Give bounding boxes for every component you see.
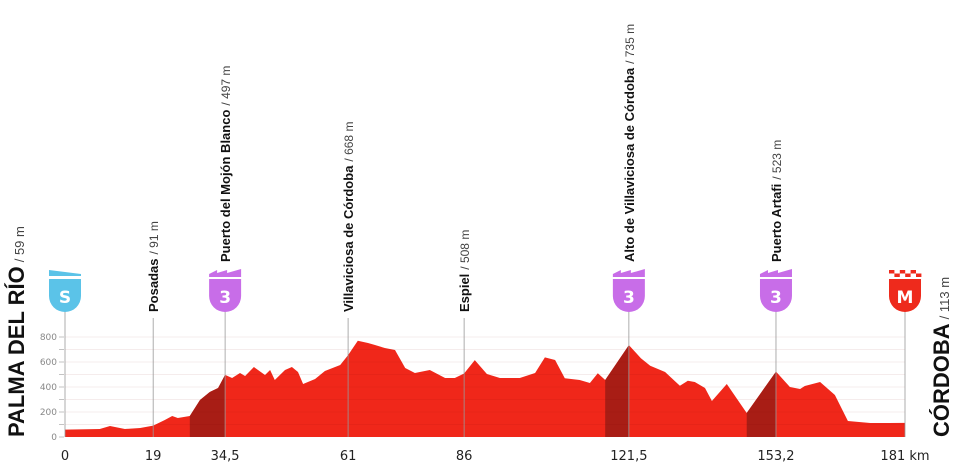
badge-label: M <box>897 288 914 308</box>
climb-segment <box>605 345 629 437</box>
start-badge-icon: S <box>49 270 81 312</box>
finish-town: CÓRDOBA / 113 m <box>929 277 954 437</box>
flag-icon <box>49 270 81 276</box>
badge-shield <box>759 279 792 312</box>
point-label: Alto de Villaviciosa de Córdoba / 735 m <box>622 24 637 262</box>
mountain-icon <box>209 269 242 277</box>
badge-shield <box>612 279 645 312</box>
point-name: Villaviciosa de Córdoba <box>341 165 356 312</box>
point-name: Puerto Artafi <box>769 184 784 262</box>
x-tick-label: 19 <box>145 449 162 464</box>
point-name: Espiel <box>457 274 472 312</box>
y-tick-label: 0 <box>51 433 57 443</box>
start-town-name: PALMA DEL RÍO <box>4 266 29 437</box>
point-altitude: / 91 m <box>147 221 161 254</box>
checkered-flag-icon <box>899 270 906 274</box>
badge-label: S <box>59 288 71 308</box>
point-label: Villaviciosa de Córdoba / 668 m <box>341 122 356 312</box>
y-tick-label: 400 <box>40 383 57 393</box>
x-tick-label: 153,2 <box>757 449 794 464</box>
badge-shield <box>889 279 921 312</box>
x-tick-label: 0 <box>61 449 69 464</box>
x-tick-label: 86 <box>456 449 473 464</box>
climb-badge-icon: 3 <box>209 269 242 312</box>
climb-badge-icon: 3 <box>759 269 792 312</box>
point-altitude: / 508 m <box>458 230 472 270</box>
climb-segment <box>189 374 226 437</box>
y-tick-label: 200 <box>40 408 57 418</box>
finish-town-altitude: / 113 m <box>937 277 952 319</box>
start-town-altitude: / 59 m <box>12 226 27 262</box>
point-label: Puerto Artafi / 523 m <box>769 140 784 262</box>
finish-town-name: CÓRDOBA <box>929 323 954 437</box>
point-name: Puerto del Mojón Blanco <box>218 110 233 262</box>
point-altitude: / 497 m <box>219 66 233 106</box>
point-altitude: / 523 m <box>770 140 784 180</box>
point-label: Posadas / 91 m <box>146 221 161 312</box>
finish-badge-icon: M <box>889 270 922 312</box>
point-name: Posadas <box>146 259 161 312</box>
checkered-flag-icon <box>894 273 900 277</box>
checkered-flag-icon <box>889 270 895 274</box>
mountain-icon <box>759 269 792 277</box>
badge-label: 3 <box>219 288 231 308</box>
point-label: Puerto del Mojón Blanco / 497 m <box>218 66 233 262</box>
y-tick-label: 600 <box>40 358 57 368</box>
x-tick-label: 121,5 <box>610 449 647 464</box>
y-tick-label: 800 <box>40 333 57 343</box>
badge-shield <box>209 279 242 312</box>
x-tick-label: 181 km <box>880 449 929 464</box>
point-altitude: / 668 m <box>342 122 356 162</box>
x-tick-label: 34,5 <box>211 449 240 464</box>
point-label: Espiel / 508 m <box>457 230 472 312</box>
badge-shield <box>49 279 81 312</box>
point-altitude: / 735 m <box>623 24 637 64</box>
badge-label: 3 <box>623 288 635 308</box>
x-tick-label: 61 <box>340 449 357 464</box>
climb-badge-icon: 3 <box>612 269 645 312</box>
mountain-icon <box>612 269 645 277</box>
profile-area <box>65 340 905 437</box>
climb-segment <box>746 371 776 437</box>
checkered-flag-icon <box>905 273 911 277</box>
checkered-flag-icon <box>910 270 916 274</box>
start-town: PALMA DEL RÍO / 59 m <box>4 226 29 437</box>
point-name: Alto de Villaviciosa de Córdoba <box>622 67 637 262</box>
badge-label: 3 <box>770 288 782 308</box>
checkered-flag-icon <box>916 273 922 277</box>
